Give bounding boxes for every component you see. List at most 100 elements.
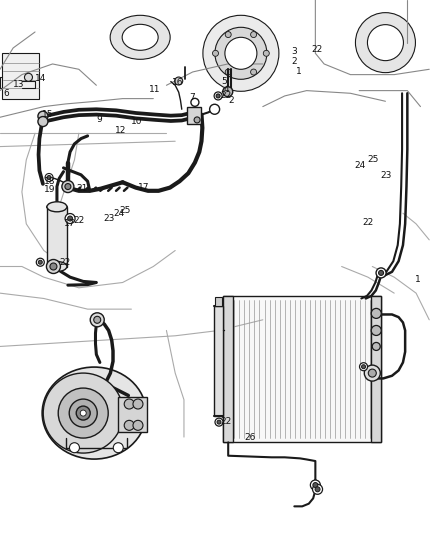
Text: 23: 23 (380, 172, 392, 180)
Circle shape (364, 365, 380, 381)
Ellipse shape (356, 13, 415, 72)
Circle shape (25, 73, 32, 82)
Circle shape (212, 50, 219, 56)
Text: 19: 19 (44, 185, 55, 193)
Circle shape (313, 484, 322, 494)
Circle shape (378, 270, 384, 276)
Text: 14: 14 (35, 75, 46, 83)
Circle shape (313, 482, 318, 488)
Bar (223, 296, 233, 442)
Text: 25: 25 (119, 206, 131, 215)
Circle shape (214, 92, 222, 100)
Text: 22: 22 (74, 216, 85, 225)
Ellipse shape (215, 27, 267, 79)
Ellipse shape (47, 202, 67, 212)
Circle shape (62, 181, 74, 192)
Ellipse shape (76, 406, 90, 420)
Circle shape (133, 421, 143, 430)
Bar (371, 296, 381, 442)
Text: 15: 15 (42, 110, 53, 119)
Ellipse shape (203, 15, 279, 91)
Circle shape (133, 399, 143, 409)
Circle shape (67, 216, 73, 221)
Text: 22: 22 (220, 92, 231, 100)
Circle shape (90, 313, 104, 327)
Bar (223, 296, 381, 442)
Circle shape (251, 31, 257, 37)
Circle shape (124, 399, 134, 409)
Circle shape (38, 117, 48, 126)
Text: 22: 22 (59, 258, 71, 266)
Circle shape (225, 69, 231, 75)
Circle shape (36, 258, 44, 266)
Text: 26: 26 (244, 433, 256, 441)
Ellipse shape (69, 399, 97, 427)
Text: 4: 4 (223, 85, 229, 94)
Text: 6: 6 (3, 89, 9, 98)
Text: 23: 23 (103, 214, 114, 223)
Circle shape (360, 362, 367, 371)
Circle shape (65, 214, 75, 223)
Text: 7: 7 (189, 93, 195, 102)
Ellipse shape (42, 367, 146, 459)
Circle shape (47, 175, 51, 180)
Text: 12: 12 (115, 126, 126, 135)
Circle shape (124, 421, 134, 430)
Circle shape (38, 111, 48, 121)
Ellipse shape (367, 25, 403, 61)
Ellipse shape (43, 373, 123, 453)
Text: 17: 17 (138, 183, 149, 192)
Circle shape (251, 69, 257, 75)
Text: 25: 25 (367, 156, 378, 164)
Bar (214, 306, 223, 416)
Circle shape (194, 117, 200, 123)
Circle shape (371, 326, 381, 335)
Circle shape (216, 94, 220, 98)
Text: 2: 2 (229, 96, 234, 104)
Circle shape (46, 260, 60, 273)
Circle shape (191, 98, 199, 107)
Text: 1: 1 (415, 276, 421, 284)
Text: 21: 21 (77, 184, 88, 192)
Ellipse shape (58, 388, 108, 438)
Text: 2: 2 (291, 57, 297, 66)
Circle shape (215, 418, 223, 426)
Text: 22: 22 (220, 417, 232, 425)
Circle shape (311, 480, 320, 490)
Text: 18: 18 (44, 177, 55, 185)
Ellipse shape (225, 37, 257, 69)
Text: 17: 17 (64, 220, 75, 228)
Text: 13: 13 (13, 80, 25, 88)
Circle shape (175, 77, 183, 85)
Ellipse shape (80, 410, 86, 416)
Ellipse shape (47, 262, 67, 271)
Circle shape (210, 104, 219, 114)
Bar (187, 107, 201, 124)
Circle shape (376, 268, 386, 278)
Circle shape (361, 365, 366, 369)
Text: 1: 1 (296, 68, 301, 76)
Circle shape (372, 342, 380, 351)
Circle shape (315, 487, 320, 492)
Circle shape (225, 31, 231, 37)
Text: 9: 9 (96, 116, 102, 124)
Ellipse shape (110, 15, 170, 59)
Circle shape (217, 420, 221, 424)
Circle shape (45, 173, 53, 182)
Text: 22: 22 (363, 219, 374, 227)
Circle shape (371, 309, 381, 318)
Text: 11: 11 (149, 85, 160, 94)
Text: 3: 3 (291, 47, 297, 55)
Circle shape (368, 369, 376, 377)
Text: 24: 24 (113, 209, 124, 217)
Ellipse shape (122, 25, 158, 50)
Text: 24: 24 (355, 161, 366, 169)
Circle shape (223, 87, 233, 96)
Circle shape (65, 183, 71, 190)
Text: 10: 10 (131, 117, 142, 126)
Bar (118, 397, 147, 432)
Circle shape (38, 260, 42, 264)
Circle shape (70, 443, 79, 453)
Text: 22: 22 (311, 45, 322, 54)
Circle shape (113, 443, 123, 453)
